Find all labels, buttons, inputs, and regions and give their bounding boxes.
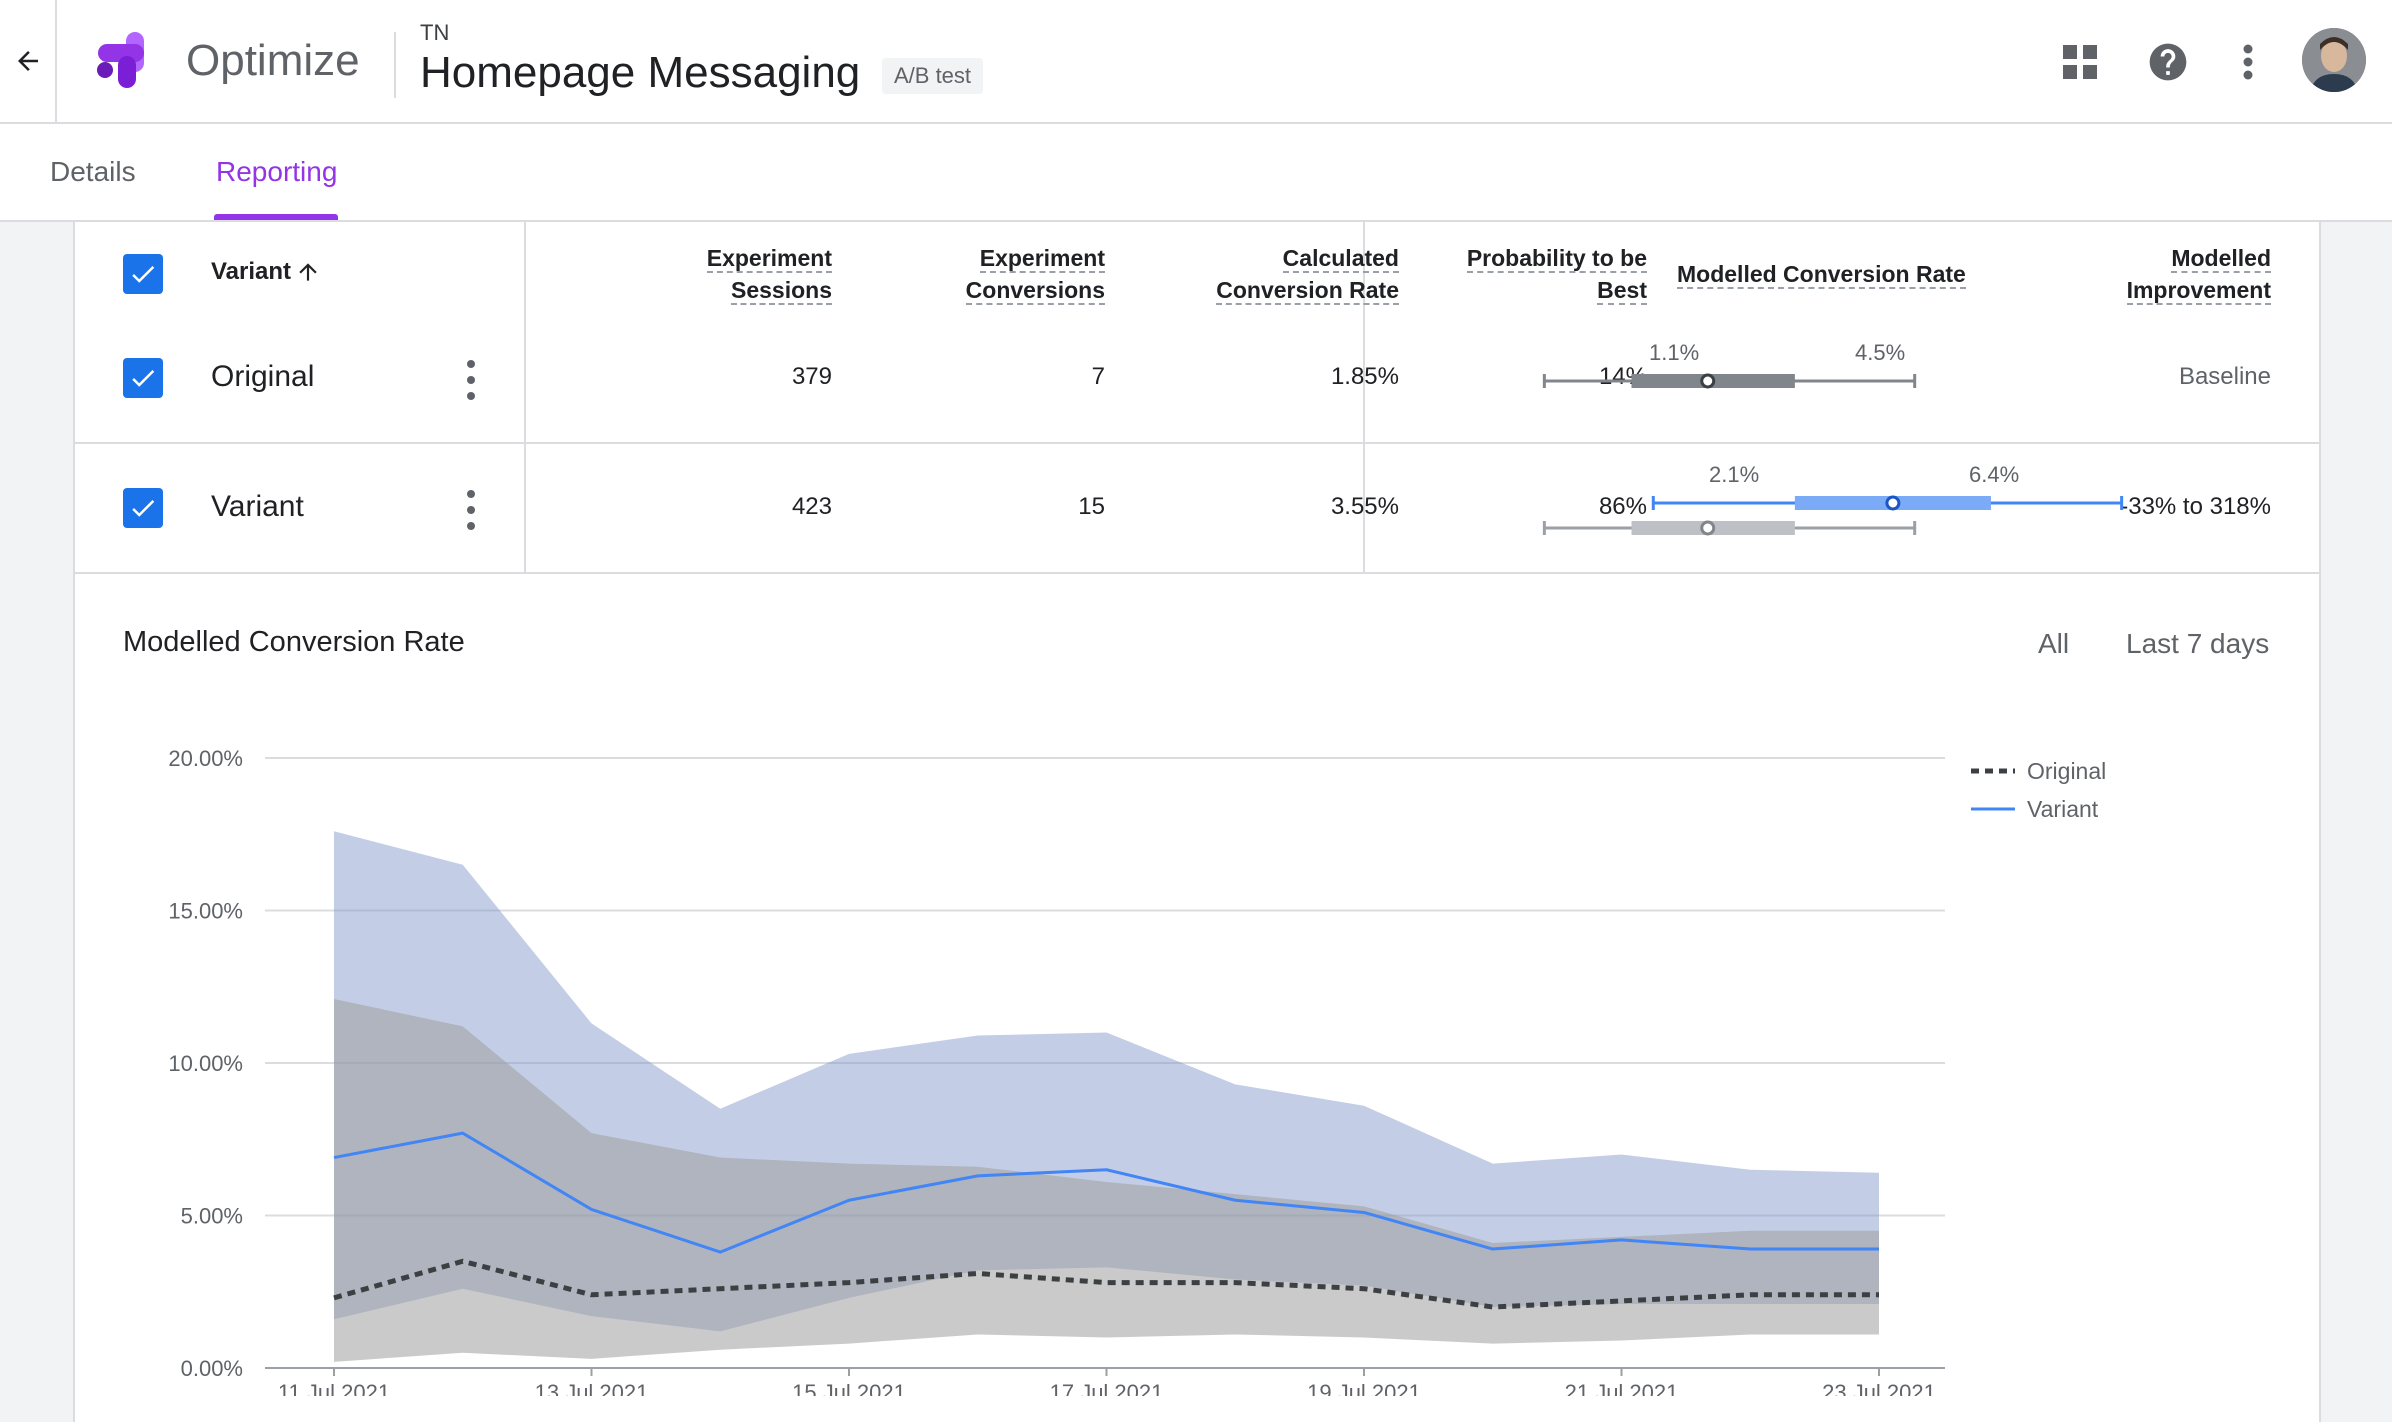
variant-ci-low: 2.1% [1709,462,1760,487]
variant-calculated-rate: 3.55% [1330,493,1399,520]
variant-conversions: 15 [1078,493,1105,520]
variant-probability-best: 86% [1598,493,1647,520]
help-icon [2149,43,2187,81]
column-divider [524,222,526,574]
row-divider [75,442,2319,444]
user-avatar[interactable] [2302,28,2366,92]
back-arrow-icon [17,51,38,71]
tab-bar: Details Reporting [0,124,2392,222]
check-icon [132,266,155,283]
account-name: TN [420,20,450,45]
back-button[interactable] [0,0,57,122]
modelled-rate-header[interactable]: Modelled Conversion Rate [1677,261,1966,289]
variant-ci-high: 6.4% [1969,462,2020,487]
y-tick-label: 0.00% [181,1356,243,1381]
experiment-title[interactable]: Homepage Messaging [420,48,861,97]
calculated-rate-header[interactable]: Calculated Conversion Rate [1216,245,1399,305]
arrow-up-icon [299,263,317,281]
variant-row-menu-button[interactable] [461,490,481,530]
original-ci-low: 1.1% [1649,340,1700,365]
check-icon [132,370,155,387]
row-divider [75,572,2319,574]
x-tick-label: 19 Jul 2021 [1307,1380,1421,1396]
check-icon [132,500,155,517]
apps-grid-icon [2063,45,2097,79]
original-ci-reference-bar-median [1700,520,1716,536]
legend-label-variant: Variant [2027,796,2099,822]
original-confidence-band [334,998,1879,1362]
range-all-button[interactable]: All [2038,628,2070,659]
x-tick-label: 13 Jul 2021 [535,1380,649,1396]
original-ci-high: 4.5% [1855,340,1906,365]
original-ci-bar-median [1700,373,1716,389]
y-tick-label: 5.00% [181,1204,243,1229]
y-tick-label: 20.00% [168,746,243,771]
product-name: Optimize [186,36,360,85]
original-checkbox[interactable] [123,358,163,398]
x-tick-label: 21 Jul 2021 [1565,1380,1679,1396]
chart-title: Modelled Conversion Rate [123,626,465,658]
y-tick-label: 10.00% [168,1051,243,1076]
variant-header-label: Variant [211,258,292,285]
user-photo-icon [2302,28,2366,92]
more-vert-icon [2243,44,2253,80]
variant-name-original: Original [211,360,315,393]
x-tick-label: 23 Jul 2021 [1822,1380,1936,1396]
tab-details[interactable]: Details [50,156,136,187]
optimize-logo-icon [97,32,144,88]
apps-button[interactable] [2056,38,2104,86]
sessions-header[interactable]: Experiment Sessions [706,245,832,305]
report-card: Variant Experiment Sessions Experiment Con… [73,222,2321,1422]
more-options-button[interactable] [2224,38,2272,86]
variant-series-line [333,1131,1879,1254]
x-tick-label: 17 Jul 2021 [1050,1380,1164,1396]
variant-sessions: 423 [791,493,832,520]
x-tick-label: 15 Jul 2021 [792,1380,906,1396]
variant-checkbox[interactable] [123,488,163,528]
original-conversions: 7 [1091,363,1105,390]
variant-improvement: -33% to 318% [2120,493,2271,520]
variant-sort-header[interactable]: Variant [211,258,321,286]
header-divider [394,32,396,98]
select-all-checkbox[interactable] [123,254,163,294]
help-button[interactable] [2144,38,2192,86]
original-row-menu-button[interactable] [461,360,481,400]
modelled-improvement-header[interactable]: Modelled Improvement [2126,245,2271,305]
experiment-type-chip: A/B test [882,58,984,94]
original-calculated-rate: 1.85% [1330,363,1399,390]
range-last-7-days-button[interactable]: Last 7 days [2126,628,2270,659]
legend-label-original: Original [2027,758,2106,784]
tab-reporting[interactable]: Reporting [216,156,338,187]
variant-name-variant: Variant [211,490,304,523]
probability-best-header[interactable]: Probability to be Best [1466,245,1647,305]
original-series-line [333,1258,1879,1310]
original-improvement: Baseline [2178,363,2271,390]
modelled-conversion-rate-chart: 0.00% 5.00% 10.00% 15.00% 20.00% 11 Jul 2021 1… [168,373,2124,1396]
column-divider [1363,222,1365,574]
x-tick-label: 11 Jul 2021 [278,1380,390,1396]
active-tab-indicator [214,214,338,220]
original-sessions: 379 [791,363,832,390]
conversions-header[interactable]: Experiment Conversions [965,245,1105,305]
app-bar: Optimize TN Homepage Messaging A/B test [0,0,2392,124]
y-tick-label: 15.00% [168,899,243,924]
variant-ci-bar-median [1885,495,1901,511]
